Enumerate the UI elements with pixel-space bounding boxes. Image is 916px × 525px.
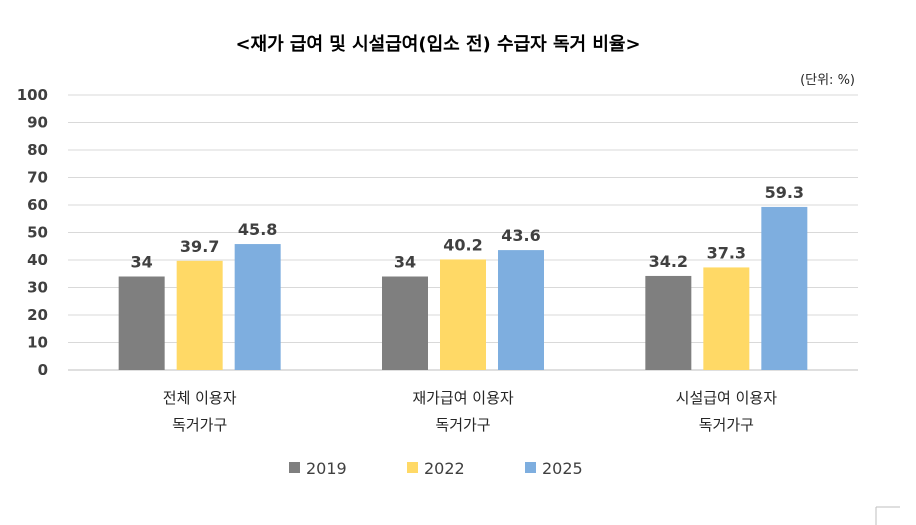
data-label: 34 bbox=[131, 253, 153, 272]
category-label: 시설급여 이용자 bbox=[676, 389, 778, 407]
bars bbox=[118, 206, 808, 370]
y-tick-label: 10 bbox=[27, 334, 48, 352]
bar-2025 bbox=[234, 244, 281, 370]
category-label: 독거가구 bbox=[435, 416, 490, 434]
data-label: 34 bbox=[394, 253, 416, 272]
category-label: 독거가구 bbox=[172, 416, 227, 434]
data-label: 37.3 bbox=[707, 243, 746, 262]
data-label: 39.7 bbox=[180, 237, 219, 256]
legend-swatch-2025 bbox=[525, 462, 536, 473]
data-label: 40.2 bbox=[443, 235, 482, 254]
bar-2022 bbox=[176, 260, 223, 370]
bar-2019 bbox=[118, 276, 165, 370]
y-tick-label: 60 bbox=[27, 196, 48, 214]
legend-label: 2025 bbox=[542, 459, 583, 478]
legend-label: 2022 bbox=[424, 459, 465, 478]
category-label: 독거가구 bbox=[699, 416, 754, 434]
data-labels: 34 39.7 45.8 34 40.2 43.6 34.2 37.3 59.3 bbox=[131, 183, 805, 272]
legend: 2019 2022 2025 bbox=[289, 459, 583, 478]
bar-2019 bbox=[382, 276, 428, 370]
bar-2025 bbox=[498, 250, 544, 370]
y-tick-label: 0 bbox=[38, 361, 48, 379]
data-label: 45.8 bbox=[238, 220, 277, 239]
y-tick-label: 70 bbox=[27, 169, 48, 187]
unit-label: (단위: %) bbox=[800, 73, 855, 88]
bar-2022 bbox=[440, 259, 486, 370]
legend-label: 2019 bbox=[306, 459, 347, 478]
bar-2025 bbox=[761, 206, 808, 370]
y-tick-label: 40 bbox=[27, 251, 48, 269]
y-tick-label: 30 bbox=[27, 279, 48, 297]
legend-swatch-2019 bbox=[289, 462, 300, 473]
data-label: 59.3 bbox=[765, 183, 804, 202]
y-tick-label: 100 bbox=[17, 86, 48, 104]
category-label: 전체 이용자 bbox=[163, 389, 237, 407]
corner-mark bbox=[875, 506, 900, 525]
bar-2022 bbox=[703, 267, 750, 370]
y-tick-label: 90 bbox=[27, 114, 48, 132]
y-axis-ticks: 0 10 20 30 40 50 60 70 80 90 100 bbox=[17, 86, 48, 379]
y-tick-label: 80 bbox=[27, 141, 48, 159]
chart-title: <재가 급여 및 시설급여(입소 전) 수급자 독거 비율> bbox=[235, 33, 640, 55]
legend-swatch-2022 bbox=[407, 462, 418, 473]
data-label: 34.2 bbox=[649, 252, 688, 271]
data-label: 43.6 bbox=[501, 226, 540, 245]
y-tick-label: 20 bbox=[27, 306, 48, 324]
category-label: 재가급여 이용자 bbox=[412, 389, 514, 407]
bar-2019 bbox=[645, 275, 692, 370]
y-tick-label: 50 bbox=[27, 224, 48, 242]
